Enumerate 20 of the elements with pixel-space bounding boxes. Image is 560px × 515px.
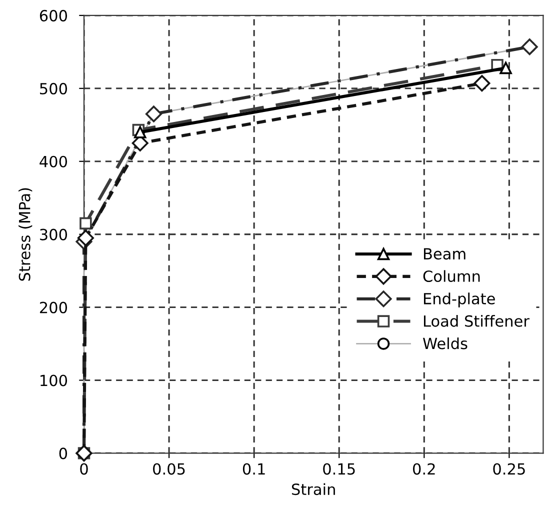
y-tick-label: 600 [40, 10, 68, 22]
legend-label: Beam [424, 248, 466, 260]
x-tick-label: 0 [80, 463, 88, 475]
legend-label: Load Stiffener [424, 315, 530, 327]
y-tick-label: 0 [59, 448, 68, 460]
legend-label: Welds [422, 337, 468, 350]
y-tick-label: 100 [40, 374, 68, 386]
x-tick-label: 0.2 [413, 463, 435, 475]
legend-label: End-plate [424, 292, 495, 308]
x-tick-label: 0.15 [323, 463, 355, 475]
y-tick-label: 200 [40, 302, 68, 314]
y-tick-label: 500 [40, 82, 68, 94]
y-axis-title: Stress (MPa) [18, 188, 32, 281]
y-tick-label: 300 [40, 228, 68, 240]
x-tick-label: 0.05 [153, 463, 185, 475]
legend-label: Column [423, 270, 480, 282]
x-axis-title: Strain [292, 483, 335, 496]
y-tick-label: 400 [40, 156, 68, 168]
x-tick-label: 0.1 [242, 463, 265, 475]
x-tick-label: 0.25 [493, 463, 525, 475]
